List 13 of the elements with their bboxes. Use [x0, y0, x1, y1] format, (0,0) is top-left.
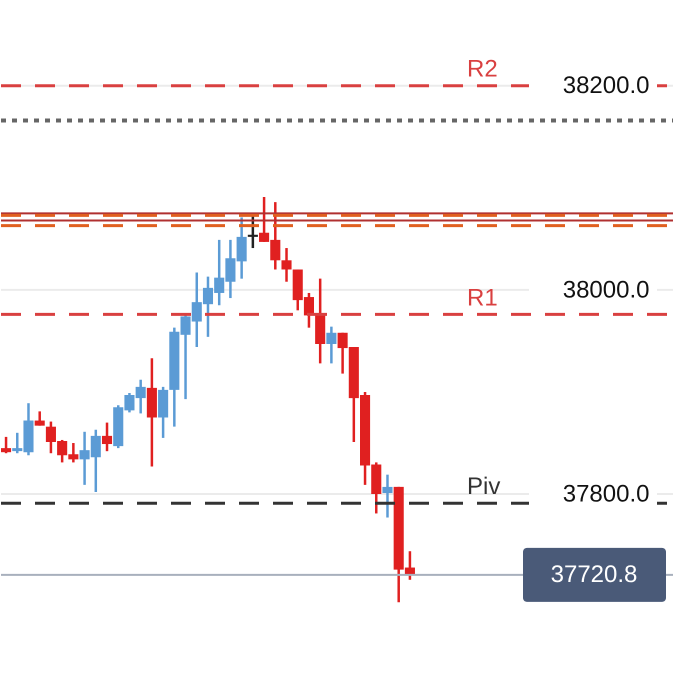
y-tick-label: 38200.0	[562, 72, 650, 100]
candlestick	[1, 436, 12, 454]
candlestick	[382, 473, 393, 519]
ref-line-label: R2	[467, 56, 498, 83]
ref-line-label: R1	[467, 284, 498, 312]
ref-line-label: Piv	[467, 473, 500, 500]
candlestick	[102, 421, 112, 452]
annotation: 37720.8	[550, 560, 638, 588]
candlestick	[34, 410, 45, 427]
candlestick	[281, 246, 292, 283]
candlestick	[326, 325, 336, 365]
y-tick-label: 37800.0	[562, 480, 650, 508]
y-tick-label: 38000.0	[562, 276, 650, 304]
